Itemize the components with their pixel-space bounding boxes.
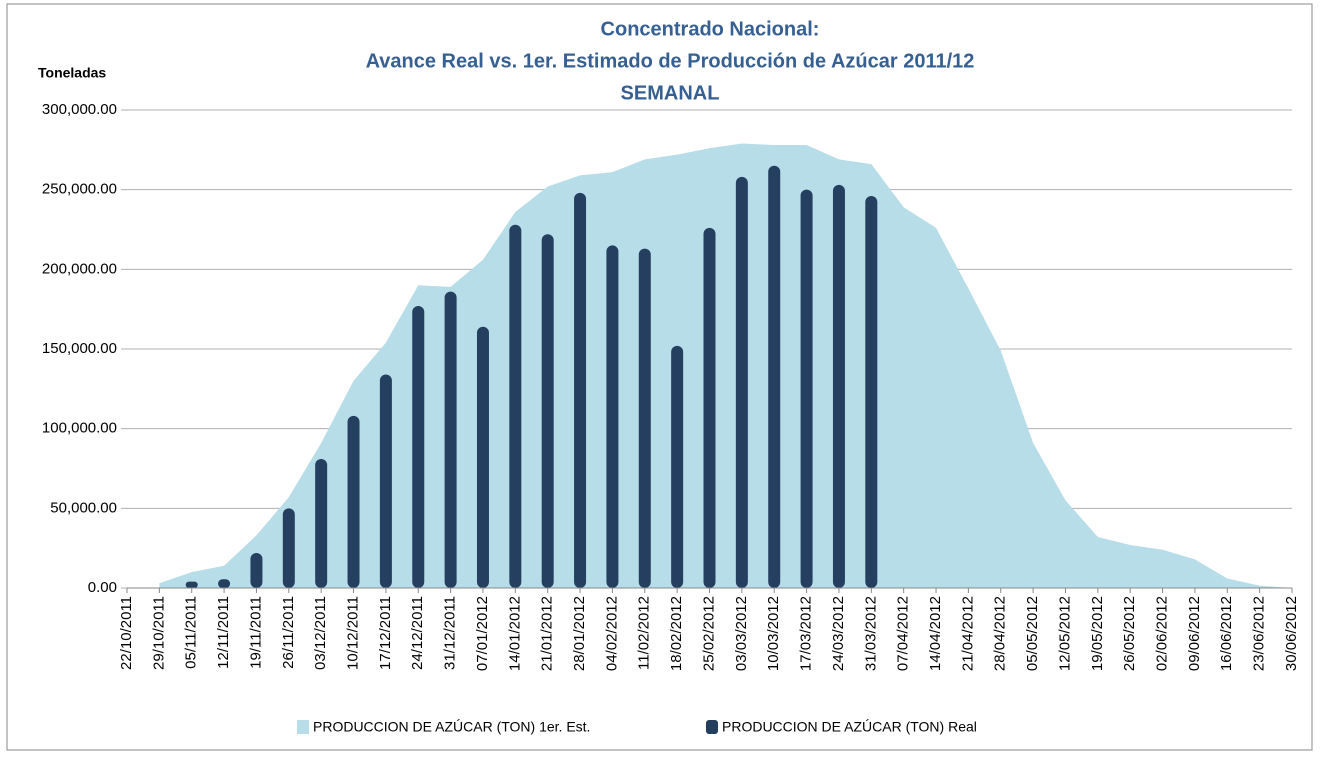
bar	[671, 345, 684, 588]
x-tick-label: 18/02/2012	[668, 596, 685, 671]
x-tick-label: 28/04/2012	[992, 596, 1009, 671]
x-tick-label: 22/10/2011	[118, 596, 135, 670]
x-tick-label: 21/01/2012	[539, 596, 556, 671]
x-tick-label: 31/12/2011	[442, 596, 459, 670]
y-tick-label: 250,000.00	[42, 181, 117, 198]
y-axis-label: Toneladas	[38, 65, 106, 81]
x-tick-label: 07/01/2012	[474, 596, 491, 671]
bar	[509, 224, 522, 588]
x-tick-label: 28/01/2012	[571, 596, 588, 671]
x-tick-label: 19/05/2012	[1089, 596, 1106, 671]
bar	[606, 245, 619, 588]
x-tick-label: 05/05/2012	[1024, 596, 1041, 671]
x-tick-label: 23/06/2012	[1251, 596, 1268, 671]
bar	[476, 326, 489, 588]
x-tick-label: 05/11/2011	[183, 596, 200, 669]
y-tick-label: 200,000.00	[42, 260, 117, 277]
bar	[379, 374, 392, 588]
y-tick-label: 300,000.00	[42, 101, 117, 118]
bar	[865, 196, 878, 589]
legend-label: PRODUCCION DE AZÚCAR (TON) Real	[722, 719, 977, 735]
x-tick-label: 24/03/2012	[830, 596, 847, 671]
bar	[444, 291, 457, 588]
legend-swatch	[706, 720, 718, 734]
chart-title: Avance Real vs. 1er. Estimado de Producc…	[366, 50, 975, 72]
x-tick-label: 10/12/2011	[344, 596, 361, 670]
bar	[638, 248, 651, 588]
chart-title: Concentrado Nacional:	[601, 18, 820, 40]
bar	[347, 415, 360, 588]
x-tick-label: 17/03/2012	[798, 596, 815, 671]
x-tick-label: 03/03/2012	[733, 596, 750, 671]
bar	[541, 234, 554, 588]
y-tick-label: 150,000.00	[42, 340, 117, 357]
x-tick-label: 12/05/2012	[1056, 596, 1073, 671]
x-tick-label: 21/04/2012	[959, 596, 976, 671]
x-tick-label: 10/03/2012	[765, 596, 782, 671]
x-tick-label: 14/04/2012	[927, 596, 944, 671]
x-tick-label: 29/10/2011	[150, 596, 167, 670]
x-tick-label: 30/06/2012	[1283, 596, 1300, 671]
x-tick-label: 12/11/2011	[215, 596, 232, 669]
x-tick-label: 02/06/2012	[1154, 596, 1171, 671]
x-tick-label: 14/01/2012	[506, 596, 523, 671]
bar	[800, 189, 813, 588]
bar	[250, 552, 263, 588]
legend-label: PRODUCCION DE AZÚCAR (TON) 1er. Est.	[313, 719, 590, 735]
bar	[574, 192, 587, 588]
bar	[735, 176, 748, 589]
x-tick-label: 24/12/2011	[409, 596, 426, 670]
x-tick-label: 04/02/2012	[603, 596, 620, 671]
x-tick-label: 03/12/2011	[312, 596, 329, 670]
x-tick-label: 25/02/2012	[700, 596, 717, 671]
bar	[218, 579, 231, 588]
bar	[703, 227, 716, 588]
bar	[185, 581, 198, 588]
bar	[315, 458, 328, 588]
x-tick-label: 07/04/2012	[895, 596, 912, 671]
area	[159, 143, 1293, 588]
bar	[282, 508, 295, 588]
bar	[768, 165, 781, 588]
bar	[832, 184, 845, 589]
x-tick-label: 16/06/2012	[1218, 596, 1235, 671]
y-tick-label: 100,000.00	[42, 420, 117, 437]
x-tick-label: 26/05/2012	[1121, 596, 1138, 671]
bar	[412, 305, 425, 588]
y-tick-label: 0.00	[88, 579, 117, 596]
x-tick-label: 11/02/2012	[636, 596, 653, 670]
x-tick-label: 17/12/2011	[377, 596, 394, 670]
y-tick-label: 50,000.00	[50, 499, 117, 516]
x-tick-label: 09/06/2012	[1186, 596, 1203, 671]
x-tick-label: 26/11/2011	[280, 596, 297, 669]
x-tick-label: 19/11/2011	[247, 596, 264, 669]
x-tick-label: 31/03/2012	[862, 596, 879, 671]
chart-title: SEMANAL	[621, 82, 720, 104]
legend-swatch	[297, 720, 309, 734]
